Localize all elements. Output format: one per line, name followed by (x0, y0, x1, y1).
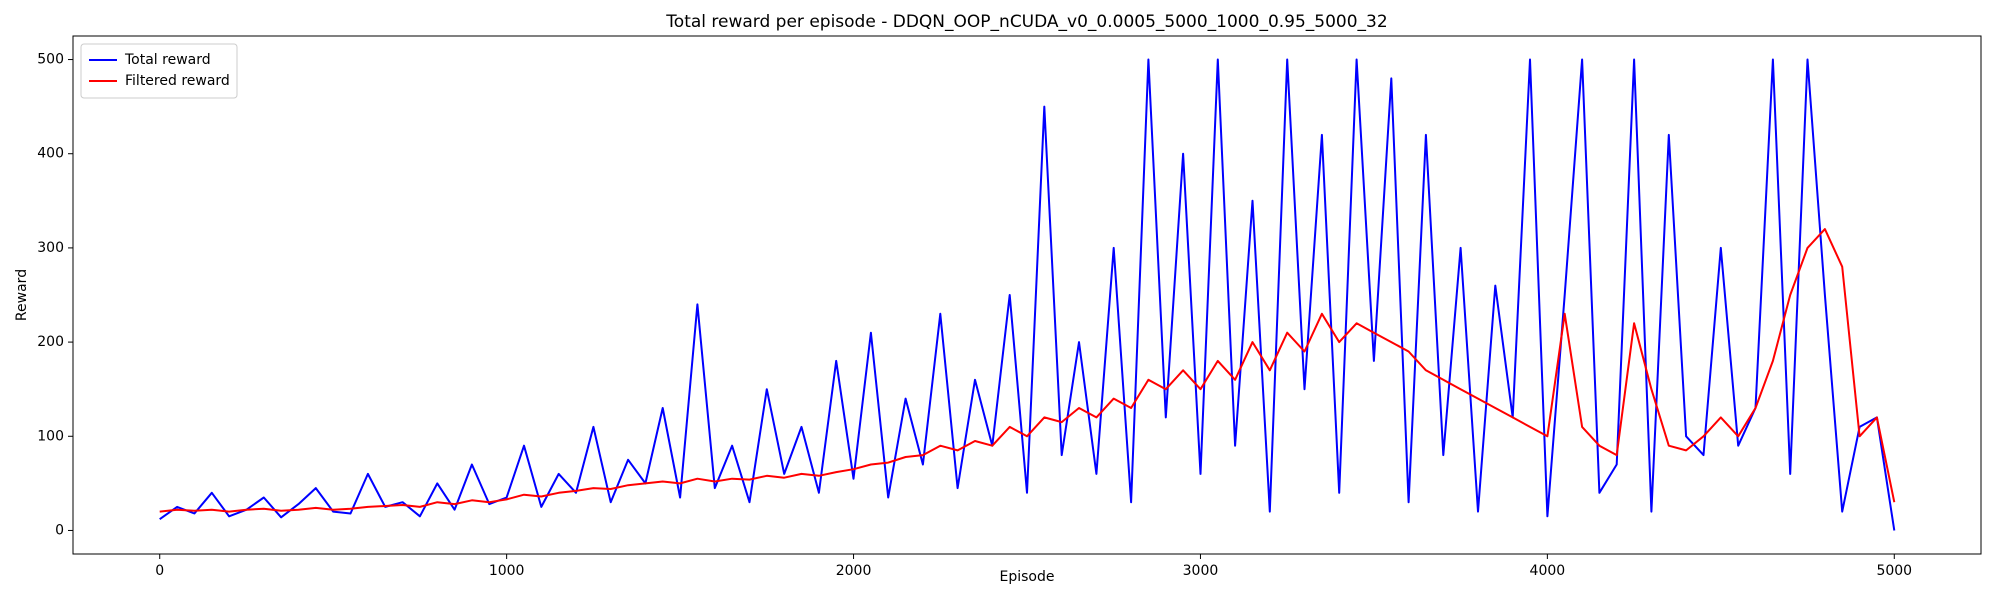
x-tick-label: 0 (155, 563, 164, 579)
data-line (159, 228, 1896, 513)
y-axis-label: Reward (14, 269, 30, 321)
y-tick-label: 300 (37, 240, 64, 256)
chart-title: Total reward per episode - DDQN_OOP_nCUD… (665, 12, 1387, 32)
legend-box (80, 43, 238, 99)
x-tick-label: 1000 (489, 563, 525, 579)
plot-frame (72, 35, 1982, 555)
y-tick-label: 100 (37, 428, 64, 444)
y-tick-label: 500 (37, 52, 64, 68)
y-tick-label: 200 (37, 334, 64, 350)
legend-label: Filtered reward (125, 73, 230, 89)
x-tick-label: 4000 (1530, 563, 1566, 579)
y-tick-label: 400 (37, 146, 64, 162)
x-axis-label: Episode (1000, 569, 1055, 585)
data-line (159, 58, 1896, 531)
y-tick-label: 0 (55, 522, 64, 538)
x-tick-label: 5000 (1876, 563, 1912, 579)
x-tick-label: 3000 (1183, 563, 1219, 579)
x-tick-label: 2000 (836, 563, 872, 579)
legend-label: Total reward (124, 52, 211, 68)
